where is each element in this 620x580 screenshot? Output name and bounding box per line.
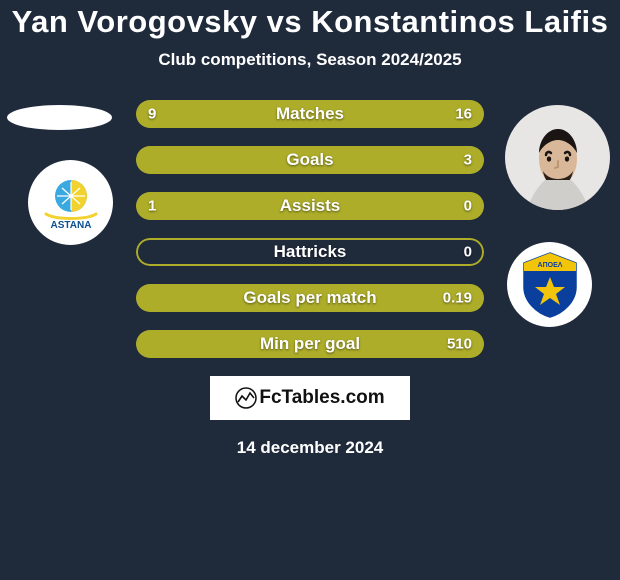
stat-bar-value-left: 9 (148, 106, 156, 123)
stat-bar-label: Min per goal (260, 334, 360, 354)
stat-bar-row: 510 Min per goal (136, 330, 484, 358)
stat-bar-label: Assists (280, 196, 340, 216)
club-right-logo-icon: ΑΠΟΕΛ (514, 249, 586, 321)
stat-bar-row: 9 16 Matches (136, 100, 484, 128)
stat-bar-label: Hattricks (274, 242, 347, 262)
stat-bar-label: Matches (276, 104, 344, 124)
content-area: ASTANA ΑΠΟΕΛ 9 16 Matches 3 Goals 1 0 Assists 0 H… (0, 100, 620, 458)
stat-bar-value-right: 0.19 (443, 290, 472, 307)
stat-bar-row: 1 0 Assists (136, 192, 484, 220)
stat-bar-value-right: 16 (455, 106, 472, 123)
player-right-photo-icon (513, 115, 603, 210)
club-right-avatar: ΑΠΟΕΛ (507, 242, 592, 327)
comparison-card: Yan Vorogovsky vs Konstantinos Laifis Cl… (0, 0, 620, 580)
stat-bar-row: 0.19 Goals per match (136, 284, 484, 312)
date-label: 14 december 2024 (0, 438, 620, 458)
club-left-logo-icon: ASTANA (36, 168, 106, 238)
watermark-logo-icon (235, 387, 257, 409)
stat-bar-label: Goals (286, 150, 333, 170)
stat-bar-value-right: 510 (447, 336, 472, 353)
stat-bar-row: 0 Hattricks (136, 238, 484, 266)
club-left-name: ASTANA (50, 220, 91, 231)
stat-bar-value-left: 1 (148, 198, 156, 215)
svg-text:ΑΠΟΕΛ: ΑΠΟΕΛ (537, 262, 562, 269)
stat-bar-value-right: 0 (464, 198, 472, 215)
stat-bar-value-right: 0 (464, 244, 472, 261)
stat-bar-row: 3 Goals (136, 146, 484, 174)
stat-bar-label: Goals per match (243, 288, 376, 308)
player-right-avatar (505, 105, 610, 210)
page-title: Yan Vorogovsky vs Konstantinos Laifis (0, 4, 620, 40)
stat-bars: 9 16 Matches 3 Goals 1 0 Assists 0 Hattricks 0.19 G… (136, 100, 484, 358)
watermark: FcTables.com (210, 376, 410, 420)
player-left-avatar (7, 105, 112, 130)
stat-bar-value-right: 3 (464, 152, 472, 169)
watermark-text: FcTables.com (259, 387, 384, 409)
club-left-avatar: ASTANA (28, 160, 113, 245)
subtitle: Club competitions, Season 2024/2025 (0, 50, 620, 70)
